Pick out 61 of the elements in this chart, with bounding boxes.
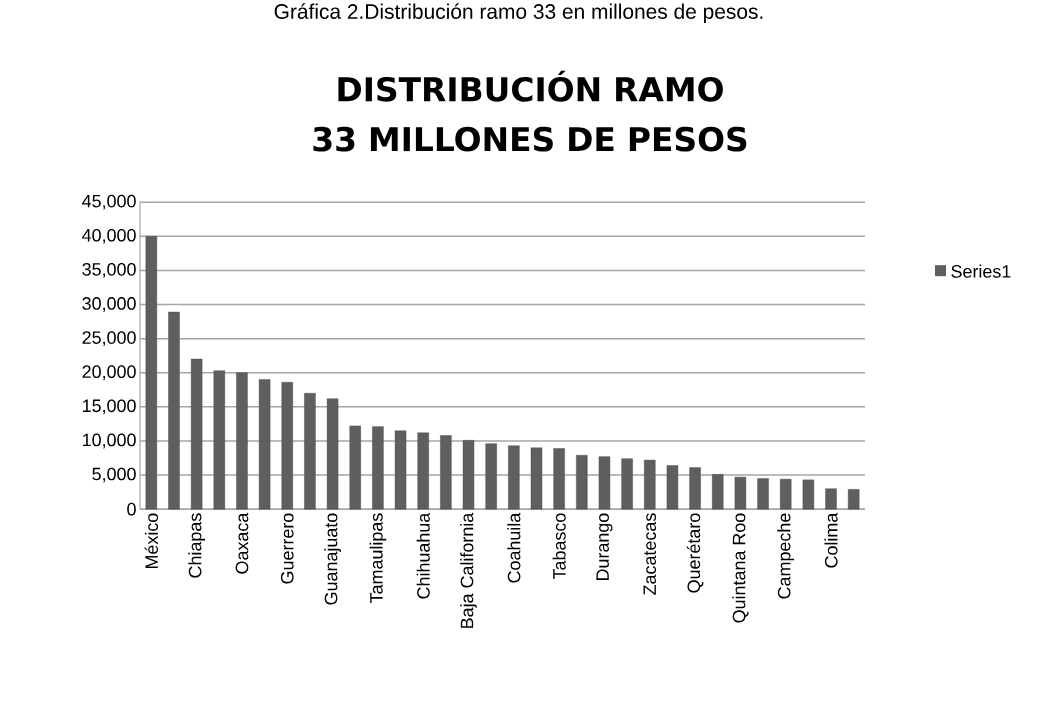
x-tick-label: Tamaulipas [369,513,387,603]
x-tick-label: Chiapas [188,513,205,578]
x-tick-label: México [144,513,159,568]
bar [802,479,815,510]
x-tick-label: Colima [824,512,838,568]
bar [689,467,701,510]
bar [258,379,271,510]
bar [666,465,679,510]
x-tick-label: Coahuila [507,512,521,583]
bar [598,456,611,510]
y-tick-label: 45,000 [82,194,136,210]
x-tick-label: Tabasco [552,513,566,579]
y-tick-label: 35,000 [82,262,136,278]
bar [281,382,293,510]
bar [417,432,429,510]
y-tick-label: 40,000 [82,228,136,244]
chart-title: DISTRIBUCIÓN RAMO 33 MILLONES DE PESOS [313,70,747,152]
bar [847,489,860,510]
x-tick-label: Campeche [777,513,795,599]
x-tick-label: Zacatecas [643,513,657,595]
bar [576,455,588,510]
bar [734,476,747,510]
bar [236,372,248,510]
legend-label: Series1 [951,264,1011,278]
bar [621,458,633,510]
bar [304,392,316,510]
bar [326,398,339,510]
y-tick-label: 20,000 [82,365,136,381]
bar [644,459,656,510]
y-tick-label: 10,000 [83,433,136,449]
bar [372,426,384,510]
x-tick-label: Durango [596,513,613,580]
bar [530,447,543,510]
text: Gráfica 2.Distribución ramo 33 en millones de pesos. [274,3,763,23]
bar [462,439,475,510]
y-tick-label: 30,000 [82,297,136,312]
x-tick-label: Guanajuato [324,513,341,605]
y-tick-label: 15,000 [83,399,136,415]
bar [757,478,769,510]
bar [553,448,565,510]
x-tick-label: Oaxaca [235,512,249,574]
bar [145,236,158,510]
bar [213,370,225,510]
x-tick-label: Guerrero [280,513,294,584]
bar [485,443,497,510]
bar [440,435,452,510]
bar [780,478,792,510]
y-tick-label: 5,000 [92,467,136,483]
x-tick-label: Baja California [460,512,477,628]
bar [394,430,407,510]
bar [825,488,837,510]
bar [508,445,520,510]
bar [190,358,203,510]
x-tick-label: Querétaro [686,513,704,593]
x-tick-label: Chihuahua [416,512,430,599]
bar [349,425,361,510]
y-tick-label: 0 [127,502,136,516]
x-tick-label: Quintana Roo [732,513,749,623]
bar [168,311,180,510]
y-tick-label: 25,000 [82,331,136,346]
bar [712,474,724,510]
